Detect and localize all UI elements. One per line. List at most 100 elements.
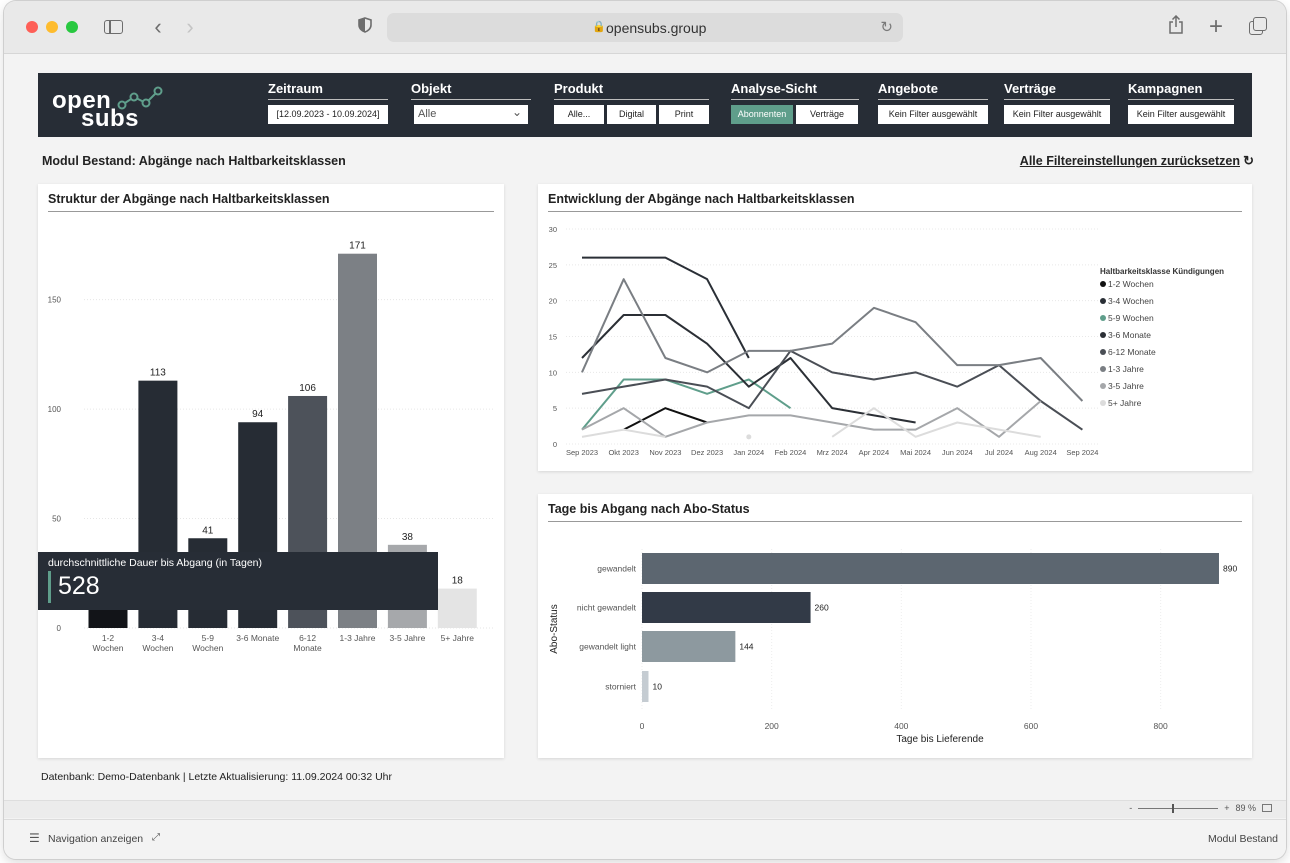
series-line [581,400,1042,438]
page-title: Modul Bestand: Abgänge nach Haltbarkeits… [42,154,346,168]
filter-label: Analyse-Sicht [731,81,859,100]
produkt-option-digital[interactable]: Digital [607,105,656,124]
status-bar: - + 89 % [4,800,1286,818]
series-line [582,256,750,359]
analyse-option-abonnenten[interactable]: Abonnenten [731,105,793,124]
legend-label: 1-2 Wochen [1108,279,1154,289]
bar-value-label: 106 [299,383,316,394]
objekt-select[interactable]: Alle ⌄ [414,105,528,124]
hbar-chart: 0 200 400 600 800 890 gewandelt 260 nicht gewand… [549,549,1237,745]
back-icon[interactable]: ‹ [154,14,162,39]
y-tick-label: 150 [48,296,62,305]
chevron-down-icon: ⌄ [511,105,522,119]
bar-value-label: 41 [202,525,214,536]
reset-icon[interactable]: ↻ [1243,153,1254,168]
zoom-slider[interactable] [1138,803,1219,813]
x-tick-label: 3-6 Monate [236,633,279,643]
legend-label: 1-3 Jahre [1108,364,1144,374]
line-chart-card: Entwicklung der Abgänge nach Haltbarkeit… [538,184,1252,471]
minimize-window-button[interactable] [46,21,58,33]
menu-icon[interactable]: ☰ [29,831,40,845]
bottom-navbar: ☰ Navigation anzeigen ⤢ Modul Bestand [4,819,1286,859]
filter-label: Objekt [411,81,531,100]
forward-icon[interactable]: › [186,14,194,39]
filter-angebote: Angebote Kein Filter ausgewählt [878,81,988,124]
y-tick-label: 30 [549,225,557,234]
filter-label: Verträge [1004,81,1110,100]
browser-toolbar: ‹ › 🔒 opensubs.group ↻ + [4,1,1286,54]
filter-vertraege: Verträge Kein Filter ausgewählt [1004,81,1110,124]
y-tick-label: gewandelt [597,564,636,574]
close-window-button[interactable] [26,21,38,33]
tabs-overview-icon[interactable] [1246,15,1270,39]
bar [642,592,811,623]
logo-text-subs: subs [81,105,140,132]
bar-value-label: 113 [150,368,166,379]
x-tick-label: Mrz 2024 [817,448,848,457]
zoom-level: 89 % [1235,803,1256,813]
zoom-window-button[interactable] [66,21,78,33]
new-tab-icon[interactable]: + [1208,13,1223,40]
kpi-label: durchschnittliche Dauer bis Abgang (in T… [48,557,263,569]
zoom-slider-thumb[interactable] [1172,803,1175,813]
filter-produkt: Produkt Alle... Digital Print [554,81,709,124]
filter-zeitraum: Zeitraum [12.09.2023 - 10.09.2024] [268,81,388,124]
filter-label: Angebote [878,81,988,100]
reload-icon[interactable]: ↻ [880,19,893,36]
legend-marker [1100,400,1106,406]
objekt-select-value: Alle [418,108,437,120]
show-navigation-button[interactable]: Navigation anzeigen [48,833,144,845]
y-axis-label: Abo-Status [549,604,560,653]
title-divider [548,211,1242,212]
chart-title: Tage bis Abgang nach Abo-Status [548,502,750,516]
x-tick-label: 1-2 [102,633,115,643]
analyse-option-vertraege[interactable]: Verträge [796,105,858,124]
filter-label: Kampagnen [1128,81,1234,100]
y-tick-label: nicht gewandelt [577,603,637,613]
x-tick-label: 5-9 [202,633,215,643]
shield-icon[interactable] [355,15,375,39]
x-tick-label: 0 [640,721,645,731]
x-tick-label: Jan 2024 [733,448,764,457]
series-line [831,407,1041,438]
filter-label: Produkt [554,81,709,100]
bar-value-label: 171 [349,241,366,252]
zoom-out-button[interactable]: - [1129,803,1133,813]
kampagnen-filter-button[interactable]: Kein Filter ausgewählt [1128,105,1234,124]
zoom-in-button[interactable]: + [1224,803,1230,813]
legend-marker [1100,298,1106,304]
reset-filters-link[interactable]: Alle Filtereinstellungen zurücksetzen [1019,154,1240,168]
title-divider [48,211,494,212]
x-tick-label: Dez 2023 [691,448,723,457]
bar [88,606,128,628]
bar [642,631,736,662]
database-info: Datenbank: Demo-Datenbank | Letzte Aktua… [41,771,393,783]
x-tick-label: 800 [1154,721,1168,731]
produkt-option-alle[interactable]: Alle... [554,105,604,124]
x-tick-label: 3-4 [152,633,165,643]
kpi-accent-bar [48,571,51,603]
series-line [581,278,1084,402]
y-tick-label: 15 [549,333,557,342]
fit-to-page-icon[interactable] [1262,804,1272,812]
produkt-option-print[interactable]: Print [659,105,709,124]
angebote-filter-button[interactable]: Kein Filter ausgewählt [878,105,988,124]
x-tick-label: Okt 2023 [608,448,638,457]
x-tick-label: 6-12 [299,633,316,643]
legend-label: 3-6 Monate [1108,330,1151,340]
filter-objekt: Objekt Alle ⌄ [411,81,531,124]
kpi-card: durchschnittliche Dauer bis Abgang (in T… [38,552,438,610]
series-line [581,378,792,431]
kpi-value: 528 [58,572,100,600]
bar-value-label: 10 [652,682,662,692]
date-range-input[interactable]: [12.09.2023 - 10.09.2024] [268,105,388,124]
x-tick-label: Sep 2024 [1066,448,1098,457]
sidebar-toggle-icon[interactable] [103,15,125,39]
share-icon[interactable] [1164,14,1188,39]
address-bar[interactable]: 🔒 opensubs.group ↻ [387,13,903,42]
y-tick-label: 0 [57,624,62,633]
x-tick-label: Feb 2024 [775,448,807,457]
vertraege-filter-button[interactable]: Kein Filter ausgewählt [1004,105,1110,124]
bar-value-label: 260 [815,603,829,613]
expand-icon[interactable]: ⤢ [152,832,160,843]
